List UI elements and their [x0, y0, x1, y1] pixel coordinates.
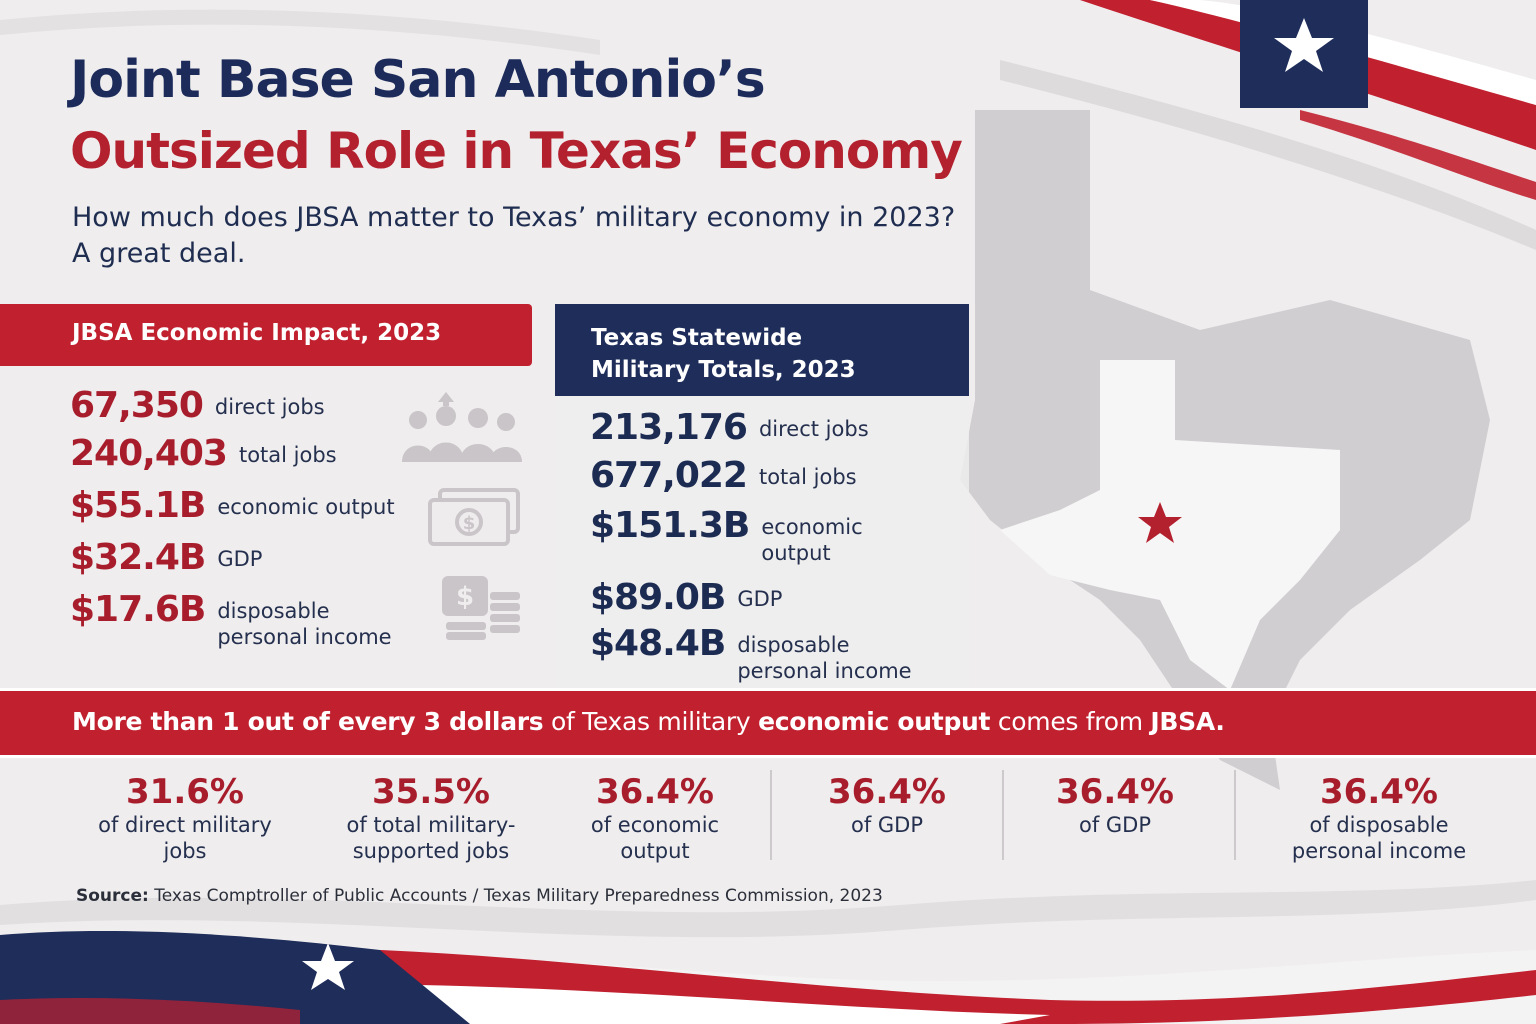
share-value: 36.4% — [1320, 772, 1438, 812]
column-divider — [1234, 770, 1236, 860]
source-label: Source: — [76, 886, 149, 906]
stat-label: disposable personal income — [737, 633, 912, 683]
stat-value: $17.6B — [70, 589, 206, 630]
share-gdp: 36.4% of GDP — [772, 772, 1002, 838]
people-group-icon — [402, 392, 522, 462]
share-value: 36.4% — [828, 772, 946, 812]
stat-label: total jobs — [238, 443, 337, 467]
source-note: Source: Texas Comptroller of Public Acco… — [76, 886, 883, 906]
stat-value: 677,022 — [590, 455, 748, 496]
banner-emphasis: More than 1 out of every 3 dollars — [72, 707, 544, 736]
stat-label: direct jobs — [214, 395, 325, 419]
texas-stat-economic-output: $151.3B economic output — [590, 506, 863, 566]
jbsa-stat-direct-jobs: 67,350 direct jobs — [70, 386, 325, 426]
jbsa-stat-economic-output: $55.1B economic output — [70, 486, 395, 526]
stat-value: $151.3B — [590, 505, 750, 546]
share-label: of total military- supported jobs — [346, 813, 516, 863]
jbsa-stat-total-jobs: 240,403 total jobs — [70, 434, 337, 474]
share-value: 35.5% — [372, 772, 490, 812]
texas-stat-gdp: $89.0B GDP — [590, 578, 782, 618]
key-finding-text: More than 1 out of every 3 dollars of Te… — [72, 707, 1225, 736]
banner-text-segment: comes from — [990, 707, 1151, 736]
banner-text-segment: of Texas military — [543, 707, 759, 736]
share-value: 36.4% — [596, 772, 714, 812]
stat-label: economic output — [761, 515, 863, 565]
intro-question: How much does JBSA matter to Texas’ mili… — [72, 202, 956, 269]
stat-value: $32.4B — [70, 537, 206, 578]
share-label: of economic output — [590, 813, 720, 863]
share-economic-output: 36.4% of economic output — [540, 772, 770, 864]
stat-label: GDP — [217, 547, 263, 571]
stat-value: $89.0B — [590, 577, 726, 618]
dollar-coins-icon: $ — [442, 576, 520, 640]
banner-top-rule — [0, 688, 1536, 691]
share-label: of GDP — [850, 813, 924, 837]
stat-value: 213,176 — [590, 407, 748, 448]
texas-stat-total-jobs: 677,022 total jobs — [590, 456, 857, 496]
stat-label: disposable personal income — [217, 599, 392, 649]
share-total-jobs: 35.5% of total military- supported jobs — [316, 772, 546, 864]
star-icon — [1138, 502, 1182, 543]
texas-stat-disposable-income: $48.4B disposable personal income — [590, 624, 912, 684]
share-label: of direct military jobs — [98, 813, 272, 863]
stat-value: 67,350 — [70, 385, 204, 426]
svg-text:$: $ — [456, 582, 474, 612]
jbsa-stat-gdp: $32.4B GDP — [70, 538, 262, 578]
texas-panel-header: Texas Statewide Military Totals, 2023 — [555, 304, 969, 396]
stat-value: $48.4B — [590, 623, 726, 664]
source-text: Texas Comptroller of Public Accounts / T… — [148, 886, 883, 906]
share-label: of disposable personal income — [1291, 813, 1467, 863]
svg-text:$: $ — [463, 513, 476, 534]
key-finding-banner: More than 1 out of every 3 dollars of Te… — [0, 688, 1536, 758]
share-disposable-income: 36.4% of disposable personal income — [1264, 772, 1494, 864]
stat-value: $55.1B — [70, 485, 206, 526]
texas-panel-heading: Texas Statewide Military Totals, 2023 — [591, 325, 856, 383]
texas-stat-direct-jobs: 213,176 direct jobs — [590, 408, 869, 448]
banner-emphasis: economic output — [758, 707, 991, 736]
jbsa-stat-disposable-income: $17.6B disposable personal income — [70, 590, 392, 650]
page-subtitle-headline: Outsized Role in Texas’ Economy — [70, 122, 963, 180]
share-value: 36.4% — [1056, 772, 1174, 812]
share-value: 31.6% — [126, 772, 244, 812]
page-title: Joint Base San Antonio’s — [70, 50, 766, 110]
share-label: of GDP — [1078, 813, 1152, 837]
stat-value: 240,403 — [70, 433, 228, 474]
banner-emphasis: JBSA. — [1150, 707, 1225, 736]
stat-label: direct jobs — [758, 417, 869, 441]
column-divider — [1002, 770, 1004, 860]
jbsa-panel-heading: JBSA Economic Impact, 2023 — [72, 320, 442, 346]
money-bills-icon: $ — [428, 488, 520, 546]
stat-label: total jobs — [758, 465, 857, 489]
stat-label: economic output — [217, 495, 395, 519]
stat-label: GDP — [737, 587, 783, 611]
share-gdp-repeat: 36.4% of GDP — [1000, 772, 1230, 838]
share-direct-jobs: 31.6% of direct military jobs — [70, 772, 300, 864]
jbsa-panel-header: JBSA Economic Impact, 2023 — [0, 304, 532, 366]
column-divider — [770, 770, 772, 860]
banner-bottom-rule — [0, 755, 1536, 758]
jbsa-panel — [0, 304, 532, 688]
